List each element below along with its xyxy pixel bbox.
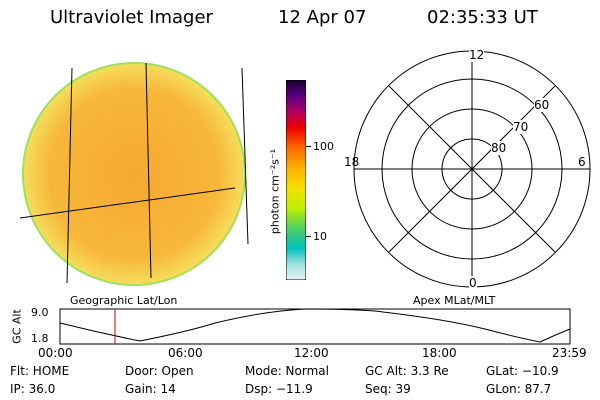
alt-xtick-0000: 00:00: [38, 346, 73, 360]
status-ip: IP: 36.0: [10, 382, 56, 396]
uv-disk: [23, 63, 245, 285]
colorbar-gradient: [285, 79, 307, 281]
status-gain: Gain: 14: [125, 382, 176, 396]
apex-panel-label: Apex MLat/MLT: [413, 294, 496, 307]
lat-line-1: [20, 187, 236, 219]
date-label: 12 Apr 07: [278, 7, 367, 28]
mlt-label-18: 18: [344, 155, 360, 169]
alt-plot-ylabel: GC Alt: [10, 309, 24, 344]
alt-ytick-1.8: 1.8: [31, 332, 49, 345]
status-door: Door: Open: [125, 364, 194, 378]
alt-xtick-2359: 23:59: [552, 346, 587, 360]
lon-line-2: [145, 62, 152, 279]
colorbar: [285, 79, 307, 281]
polar-panel: [353, 50, 591, 288]
status-dsp: Dsp: −11.9: [245, 382, 313, 396]
status-gc-alt: GC Alt: 3.3 Re: [365, 364, 449, 378]
lat-label-60: 60: [534, 98, 550, 112]
time-label: 02:35:33 UT: [427, 7, 538, 28]
uv-image-panel: [20, 62, 249, 286]
lon-line-1: [66, 67, 73, 284]
uv-disk-edge: [22, 62, 246, 286]
alt-plot-frame: [59, 308, 571, 345]
alt-ytick-9: 9.0: [31, 306, 49, 319]
alt-curve: [59, 308, 571, 343]
colorbar-label-10: 10: [313, 230, 327, 243]
lat-label-80: 80: [491, 141, 507, 155]
mlt-label-6: 6: [578, 155, 586, 169]
colorbar-unit-label: photon cm⁻²s⁻¹: [268, 148, 282, 235]
polar-diag-2: [388, 85, 556, 253]
altitude-plot: [59, 308, 571, 345]
alt-xtick-1800: 18:00: [422, 346, 457, 360]
lat-label-70: 70: [513, 120, 529, 134]
status-glon: GLon: 87.7: [486, 382, 552, 396]
alt-xtick-0600: 06:00: [168, 346, 203, 360]
app-title: Ultraviolet Imager: [50, 7, 213, 28]
status-mode: Mode: Normal: [245, 364, 329, 378]
status-glat: GLat: −10.9: [486, 364, 559, 378]
status-seq: Seq: 39: [365, 382, 411, 396]
mlt-label-12: 12: [469, 48, 485, 62]
colorbar-label-100: 100: [313, 140, 334, 153]
geo-panel-label: Geographic Lat/Lon: [70, 294, 178, 307]
alt-xtick-1200: 12:00: [294, 346, 329, 360]
mlt-label-0: 0: [469, 276, 477, 290]
lon-line-3: [241, 67, 249, 245]
colorbar-tick-10: [306, 236, 311, 237]
status-flt: Flt: HOME: [10, 364, 70, 378]
colorbar-tick-100: [306, 146, 311, 147]
